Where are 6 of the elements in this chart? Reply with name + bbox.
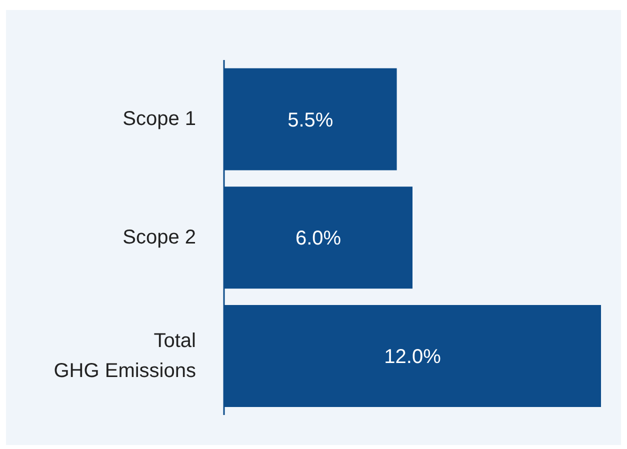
data-label: 6.0% xyxy=(295,228,342,250)
y-tick-label: Total GHG Emissions xyxy=(54,330,196,382)
data-label: 12.0% xyxy=(384,346,442,368)
data-label: 5.5% xyxy=(288,109,334,132)
y-tick-label: Scope 2 xyxy=(122,226,196,248)
y-tick-label: Scope 1 xyxy=(122,108,196,130)
